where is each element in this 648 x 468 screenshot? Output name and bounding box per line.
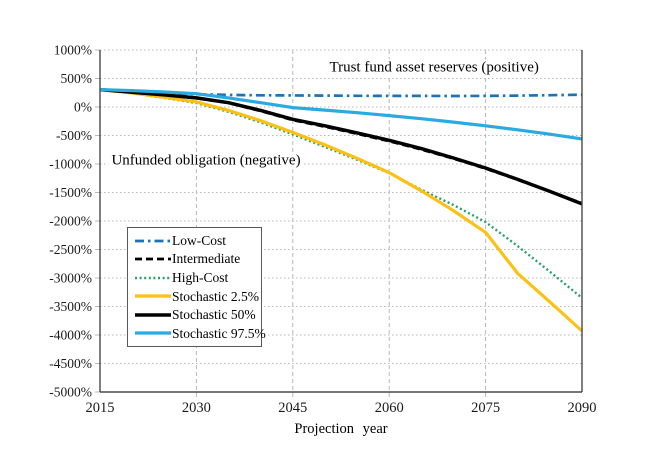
x-tick-label: 2030 (182, 400, 211, 416)
x-axis-title: Projection year (294, 421, 388, 437)
legend-line-sample (135, 313, 171, 317)
y-tick-label: -500% (56, 128, 92, 143)
y-tick-label: -2000% (49, 214, 92, 229)
y-tick-label: -4500% (49, 356, 92, 371)
y-tick-label: 0% (74, 100, 92, 115)
legend-line-sample (135, 294, 171, 298)
series-line-stochastic-97-5 (99, 88, 583, 141)
y-tick-label: -3000% (49, 271, 92, 286)
legend-line-sample (135, 331, 171, 335)
y-tick-label: 500% (61, 71, 93, 86)
y-tick-label: 1000% (54, 43, 92, 58)
legend-label: Stochastic 50% (172, 307, 256, 323)
y-tick-label: -5000% (49, 385, 92, 400)
y-tick-label: -1500% (49, 185, 92, 200)
legend-item-stochastic-97-5: Stochastic 97.5% (135, 324, 266, 342)
x-tick-label: 2090 (568, 400, 597, 416)
y-tick-label: -3500% (49, 299, 92, 314)
legend-line-sample (135, 276, 171, 279)
y-tick-label: -2500% (49, 242, 92, 257)
y-tick-label: -1000% (49, 157, 92, 172)
legend-label: Stochastic 97.5% (172, 325, 266, 341)
legend-line-sample (135, 239, 171, 242)
x-tick-label: 2045 (278, 400, 307, 416)
legend-item-stochastic-50: Stochastic 50% (135, 306, 259, 324)
annotation-negative: Unfunded obligation (negative) (108, 151, 304, 170)
legend-label: Intermediate (172, 251, 241, 267)
x-tick-label: 2060 (375, 400, 404, 416)
legend-item-high-cost: High-Cost (135, 269, 259, 287)
annotation-positive: Trust fund asset reserves (positive) (326, 59, 542, 77)
legend: Low-Cost Intermediate High-Cost Stochastic … (127, 227, 266, 347)
series-line-stochastic-2-5 (99, 88, 584, 333)
legend-line-sample (135, 257, 171, 261)
series-line-stochastic-50 (99, 87, 583, 206)
legend-label: High-Cost (172, 269, 229, 285)
legend-item-intermediate: Intermediate (135, 250, 259, 268)
x-tick-label: 2015 (86, 400, 115, 416)
legend-item-stochastic-2-5: Stochastic 2.5% (135, 287, 259, 305)
legend-item-low-cost: Low-Cost (135, 232, 259, 250)
legend-label: Low-Cost (172, 232, 226, 248)
legend-label: Stochastic 2.5% (172, 288, 259, 304)
x-tick-label: 2075 (471, 400, 500, 416)
y-tick-label: -4000% (49, 328, 92, 343)
